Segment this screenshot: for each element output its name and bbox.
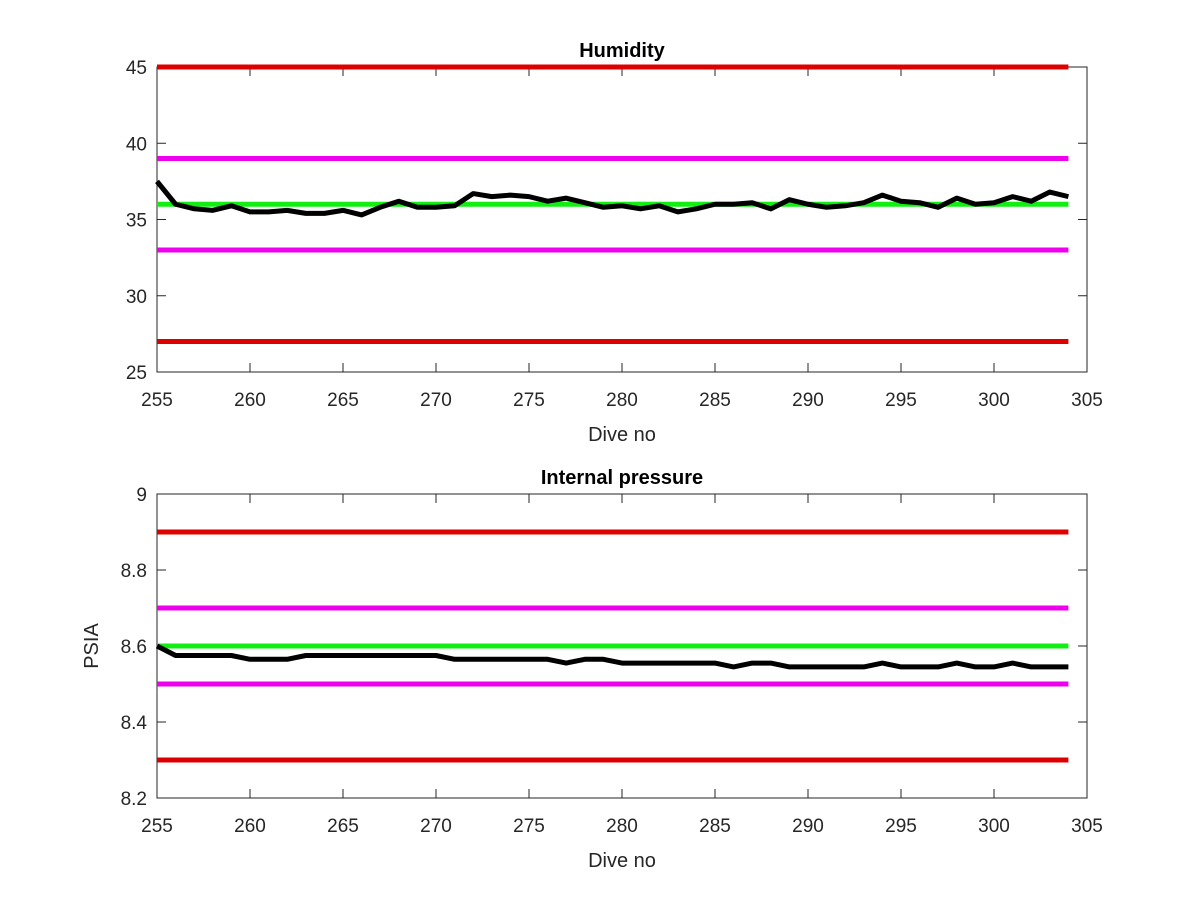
pressure-x-tick-label: 290 [792,816,824,837]
humidity-panel: 255 260 265 270 275 280 285 290 295 300 305 25 30 35 4… [126,40,1103,446]
pressure-y-tick-label: 8.6 [121,637,147,658]
pressure-x-tick-label: 265 [327,816,359,837]
pressure-y-tick-label: 9 [136,485,147,506]
internal-pressure-panel: 255 260 265 270 275 280 285 290 295 300 305 8.2 8.4 8… [81,467,1103,872]
pressure-x-tick-label: 305 [1071,816,1103,837]
pressure-x-tick-label: 285 [699,816,731,837]
humidity-x-axis-label: Dive no [588,424,656,446]
humidity-y-tick-label: 35 [126,211,147,232]
humidity-y-tick-label: 40 [126,134,147,155]
humidity-axes-frame [156,66,1088,373]
pressure-y-tick-label: 8.2 [121,789,147,810]
humidity-y-tick-label: 25 [126,363,147,384]
humidity-x-tick-label: 260 [234,390,266,411]
pressure-x-tick-label: 260 [234,816,266,837]
pressure-x-tick-label: 255 [141,816,173,837]
pressure-x-tick-label: 280 [606,816,638,837]
pressure-x-tick-label: 295 [885,816,917,837]
pressure-y-tick-label: 8.4 [121,713,148,734]
pressure-x-tick-label: 300 [978,816,1010,837]
humidity-x-tick-label: 265 [327,390,359,411]
humidity-x-tick-label: 255 [141,390,173,411]
humidity-chart-title: Humidity [579,40,665,62]
humidity-y-tick-label: 45 [126,58,147,79]
pressure-y-tick-label: 8.8 [121,561,147,582]
pressure-chart-title: Internal pressure [541,467,703,489]
pressure-y-axis-label: PSIA [81,623,103,669]
pressure-x-tick-label: 270 [420,816,452,837]
humidity-x-tick-label: 305 [1071,390,1103,411]
humidity-x-tick-label: 300 [978,390,1010,411]
humidity-x-tick-label: 290 [792,390,824,411]
humidity-x-tick-label: 275 [513,390,545,411]
humidity-x-tick-label: 270 [420,390,452,411]
pressure-x-tick-label: 275 [513,816,545,837]
humidity-x-tick-label: 280 [606,390,638,411]
humidity-x-tick-label: 295 [885,390,917,411]
humidity-x-tick-label: 285 [699,390,731,411]
pressure-x-axis-label: Dive no [588,850,656,872]
humidity-y-tick-label: 30 [126,287,147,308]
humidity-data-series-line [155,179,1069,218]
pressure-data-series-line [155,643,1069,670]
